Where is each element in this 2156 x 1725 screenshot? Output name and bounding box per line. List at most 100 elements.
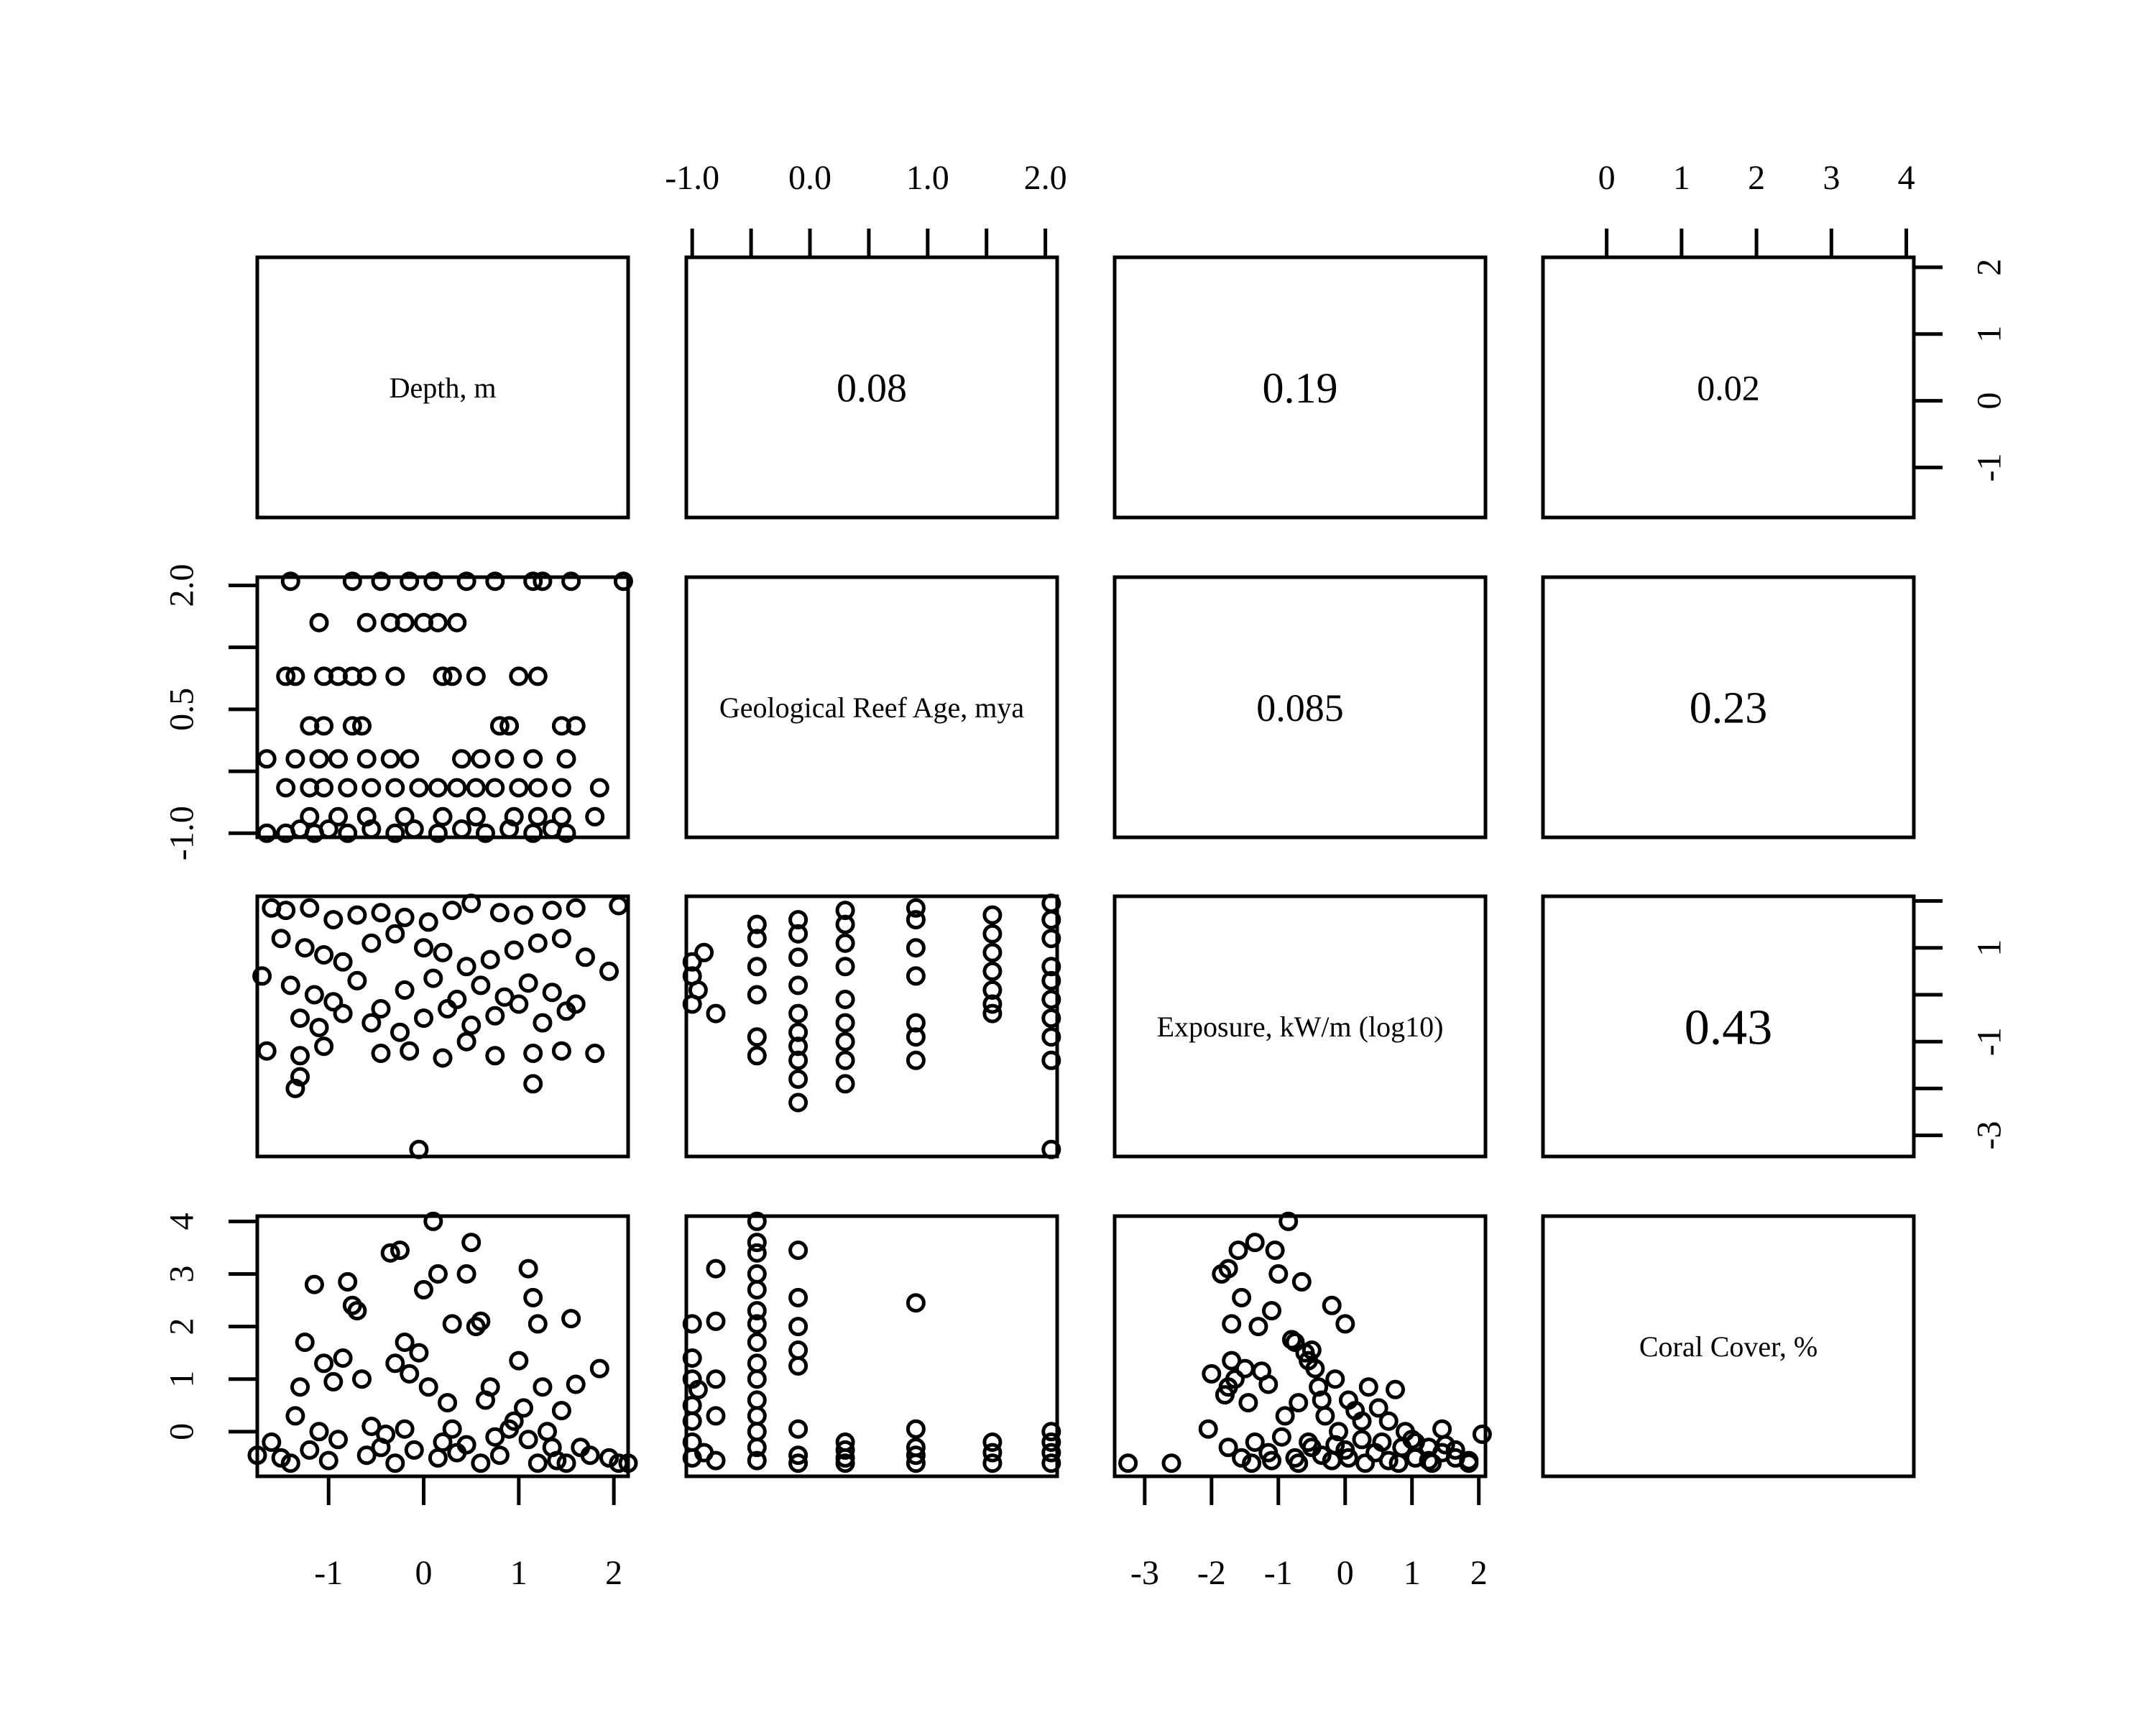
point-depth_vs_age-84 — [423, 571, 443, 592]
point-age_vs_cover-12 — [747, 1243, 767, 1263]
point-depth_vs_age-41 — [257, 749, 277, 769]
point-depth_vs_age-51 — [523, 749, 543, 769]
point-depth_vs_age-62 — [285, 666, 305, 686]
point-age_vs_cover-23 — [747, 1438, 767, 1458]
point-depth_vs_age-4 — [318, 819, 338, 839]
point-depth_vs_age-28 — [314, 778, 334, 798]
point-depth_vs_age-55 — [342, 716, 362, 736]
point-depth_vs_age-24 — [551, 806, 571, 827]
bottom-axis-exposure-label-3: 0 — [1337, 1554, 1354, 1592]
point-age_vs_exposure-36 — [906, 1027, 926, 1047]
bottom-axis-exposure-label-0: -3 — [1130, 1554, 1159, 1592]
point-depth_vs_exposure-2 — [300, 898, 320, 918]
point-depth_vs_exposure-65 — [551, 1041, 571, 1061]
point-age_vs_cover-32 — [788, 1453, 808, 1473]
point-depth_vs_age-36 — [485, 778, 505, 798]
point-age_vs_cover-28 — [788, 1340, 808, 1360]
point-depth_vs_exposure-3 — [323, 910, 344, 930]
point-depth_vs_cover-19 — [400, 1363, 420, 1384]
point-depth_vs_age-52 — [556, 749, 576, 769]
point-age_vs_cover-41 — [906, 1293, 926, 1313]
bottom-axis-depth-label-3: 2 — [605, 1554, 622, 1592]
point-exposure_vs_cover-8 — [1222, 1314, 1242, 1334]
bottom-axis-depth: -1 0 1 2 — [314, 1474, 622, 1592]
point-depth_vs_exposure-41 — [542, 983, 562, 1003]
point-exposure_vs_cover-71 — [1459, 1453, 1479, 1473]
point-depth_vs_age-57 — [489, 716, 510, 736]
point-exposure_vs_cover-82 — [1402, 1430, 1422, 1450]
bottom-axis-exposure-label-1: -2 — [1197, 1554, 1226, 1592]
point-exposure_vs_cover-13 — [1235, 1358, 1255, 1379]
point-age_vs_cover-46 — [982, 1432, 1003, 1452]
point-depth_vs_cover-66 — [385, 1453, 405, 1473]
point-age_vs_cover-9 — [706, 1406, 726, 1426]
point-depth_vs_exposure-68 — [290, 1067, 310, 1087]
point-depth_vs_age-40 — [589, 778, 609, 798]
point-depth_vs_cover-67 — [471, 1453, 491, 1473]
left-axis-age-label-2: 0.5 — [163, 688, 201, 731]
point-age_vs_cover-1 — [682, 1348, 702, 1368]
point-depth_vs_age-8 — [404, 819, 424, 839]
point-age_vs_exposure-16 — [788, 1003, 808, 1024]
point-depth_vs_exposure-56 — [257, 1041, 277, 1061]
point-depth_vs_cover-4 — [295, 1333, 315, 1352]
point-exposure_vs_cover-44 — [1378, 1411, 1399, 1431]
point-exposure_vs_cover-54 — [1232, 1448, 1252, 1468]
point-depth_vs_exposure-54 — [533, 1013, 553, 1033]
point-exposure_vs_cover-41 — [1352, 1411, 1372, 1431]
point-depth_vs_age-89 — [561, 571, 581, 592]
variable-name-1: Geological Reef Age, mya — [719, 691, 1025, 724]
point-age_vs_cover-51 — [1041, 1443, 1061, 1463]
point-age_vs_cover-15 — [747, 1301, 767, 1321]
bottom-axis-exposure-label-2: -1 — [1264, 1554, 1293, 1592]
scatter-panel-depth_vs_exposure — [252, 893, 629, 1159]
point-age_vs_exposure-14 — [788, 947, 808, 967]
point-depth_vs_age-0 — [257, 823, 277, 843]
bottom-axis-exposure-label-5: 2 — [1470, 1554, 1488, 1592]
point-depth_vs_exposure-27 — [551, 929, 571, 949]
point-depth_vs_age-18 — [356, 806, 377, 827]
point-depth_vs_cover-37 — [509, 1351, 529, 1371]
axes: -1.0 0.0 1.0 2.0 0 1 2 3 4 -1 0 1 2 -3 -2 -1 0 1 2 -1.0 0.5 2… — [163, 159, 2009, 1592]
point-age_vs_cover-21 — [747, 1406, 767, 1426]
point-depth_vs_exposure-8 — [442, 901, 462, 921]
point-depth_vs_exposure-9 — [461, 893, 482, 914]
point-depth_vs_cover-48 — [589, 1358, 609, 1379]
point-depth_vs_age-71 — [509, 666, 529, 686]
point-depth_vs_age-38 — [528, 778, 548, 798]
point-depth_vs_age-79 — [447, 612, 467, 632]
point-exposure_vs_cover-67 — [1405, 1448, 1425, 1468]
point-depth_vs_exposure-53 — [509, 994, 529, 1014]
point-depth_vs_cover-16 — [385, 1353, 405, 1374]
point-age_vs_exposure-5 — [706, 1003, 726, 1024]
point-depth_vs_age-34 — [447, 778, 467, 798]
point-age_vs_cover-49 — [1041, 1422, 1061, 1442]
point-depth_vs_age-83 — [400, 571, 420, 592]
point-depth_vs_cover-5 — [304, 1274, 324, 1294]
panel-frame-r1-c1 — [684, 575, 1059, 840]
point-age_vs_cover-33 — [706, 1259, 726, 1279]
point-depth_vs_exposure-37 — [447, 990, 467, 1009]
left-axis-cover-label-3: 3 — [163, 1265, 201, 1282]
point-depth_vs_exposure-26 — [528, 933, 548, 953]
point-depth_vs_age-19 — [395, 806, 415, 827]
point-depth_vs_age-37 — [509, 778, 529, 798]
point-depth_vs_cover-52 — [262, 1432, 282, 1452]
point-depth_vs_cover-29 — [456, 1264, 476, 1284]
point-exposure_vs_cover-36 — [1325, 1369, 1345, 1389]
point-depth_vs_exposure-55 — [556, 1001, 576, 1021]
point-age_vs_exposure-41 — [982, 961, 1003, 981]
point-exposure_vs_cover-53 — [1218, 1438, 1238, 1458]
right-axis-exposure-label-0: -3 — [1971, 1121, 2009, 1150]
point-depth_vs_age-35 — [466, 778, 486, 798]
point-depth_vs_cover-53 — [300, 1440, 320, 1460]
point-depth_vs_age-30 — [361, 778, 382, 798]
point-age_vs_cover-35 — [706, 1369, 726, 1389]
point-depth_vs_cover-41 — [528, 1314, 548, 1334]
point-exposure_vs_cover-78 — [1242, 1453, 1262, 1473]
point-exposure_vs_cover-22 — [1275, 1406, 1295, 1426]
point-depth_vs_exposure-28 — [576, 947, 595, 967]
point-depth_vs_age-85 — [456, 571, 476, 592]
diagonal-labels: Depth, m Geological Reef Age, mya Exposure… — [390, 372, 1818, 1363]
point-depth_vs_exposure-25 — [504, 940, 524, 960]
